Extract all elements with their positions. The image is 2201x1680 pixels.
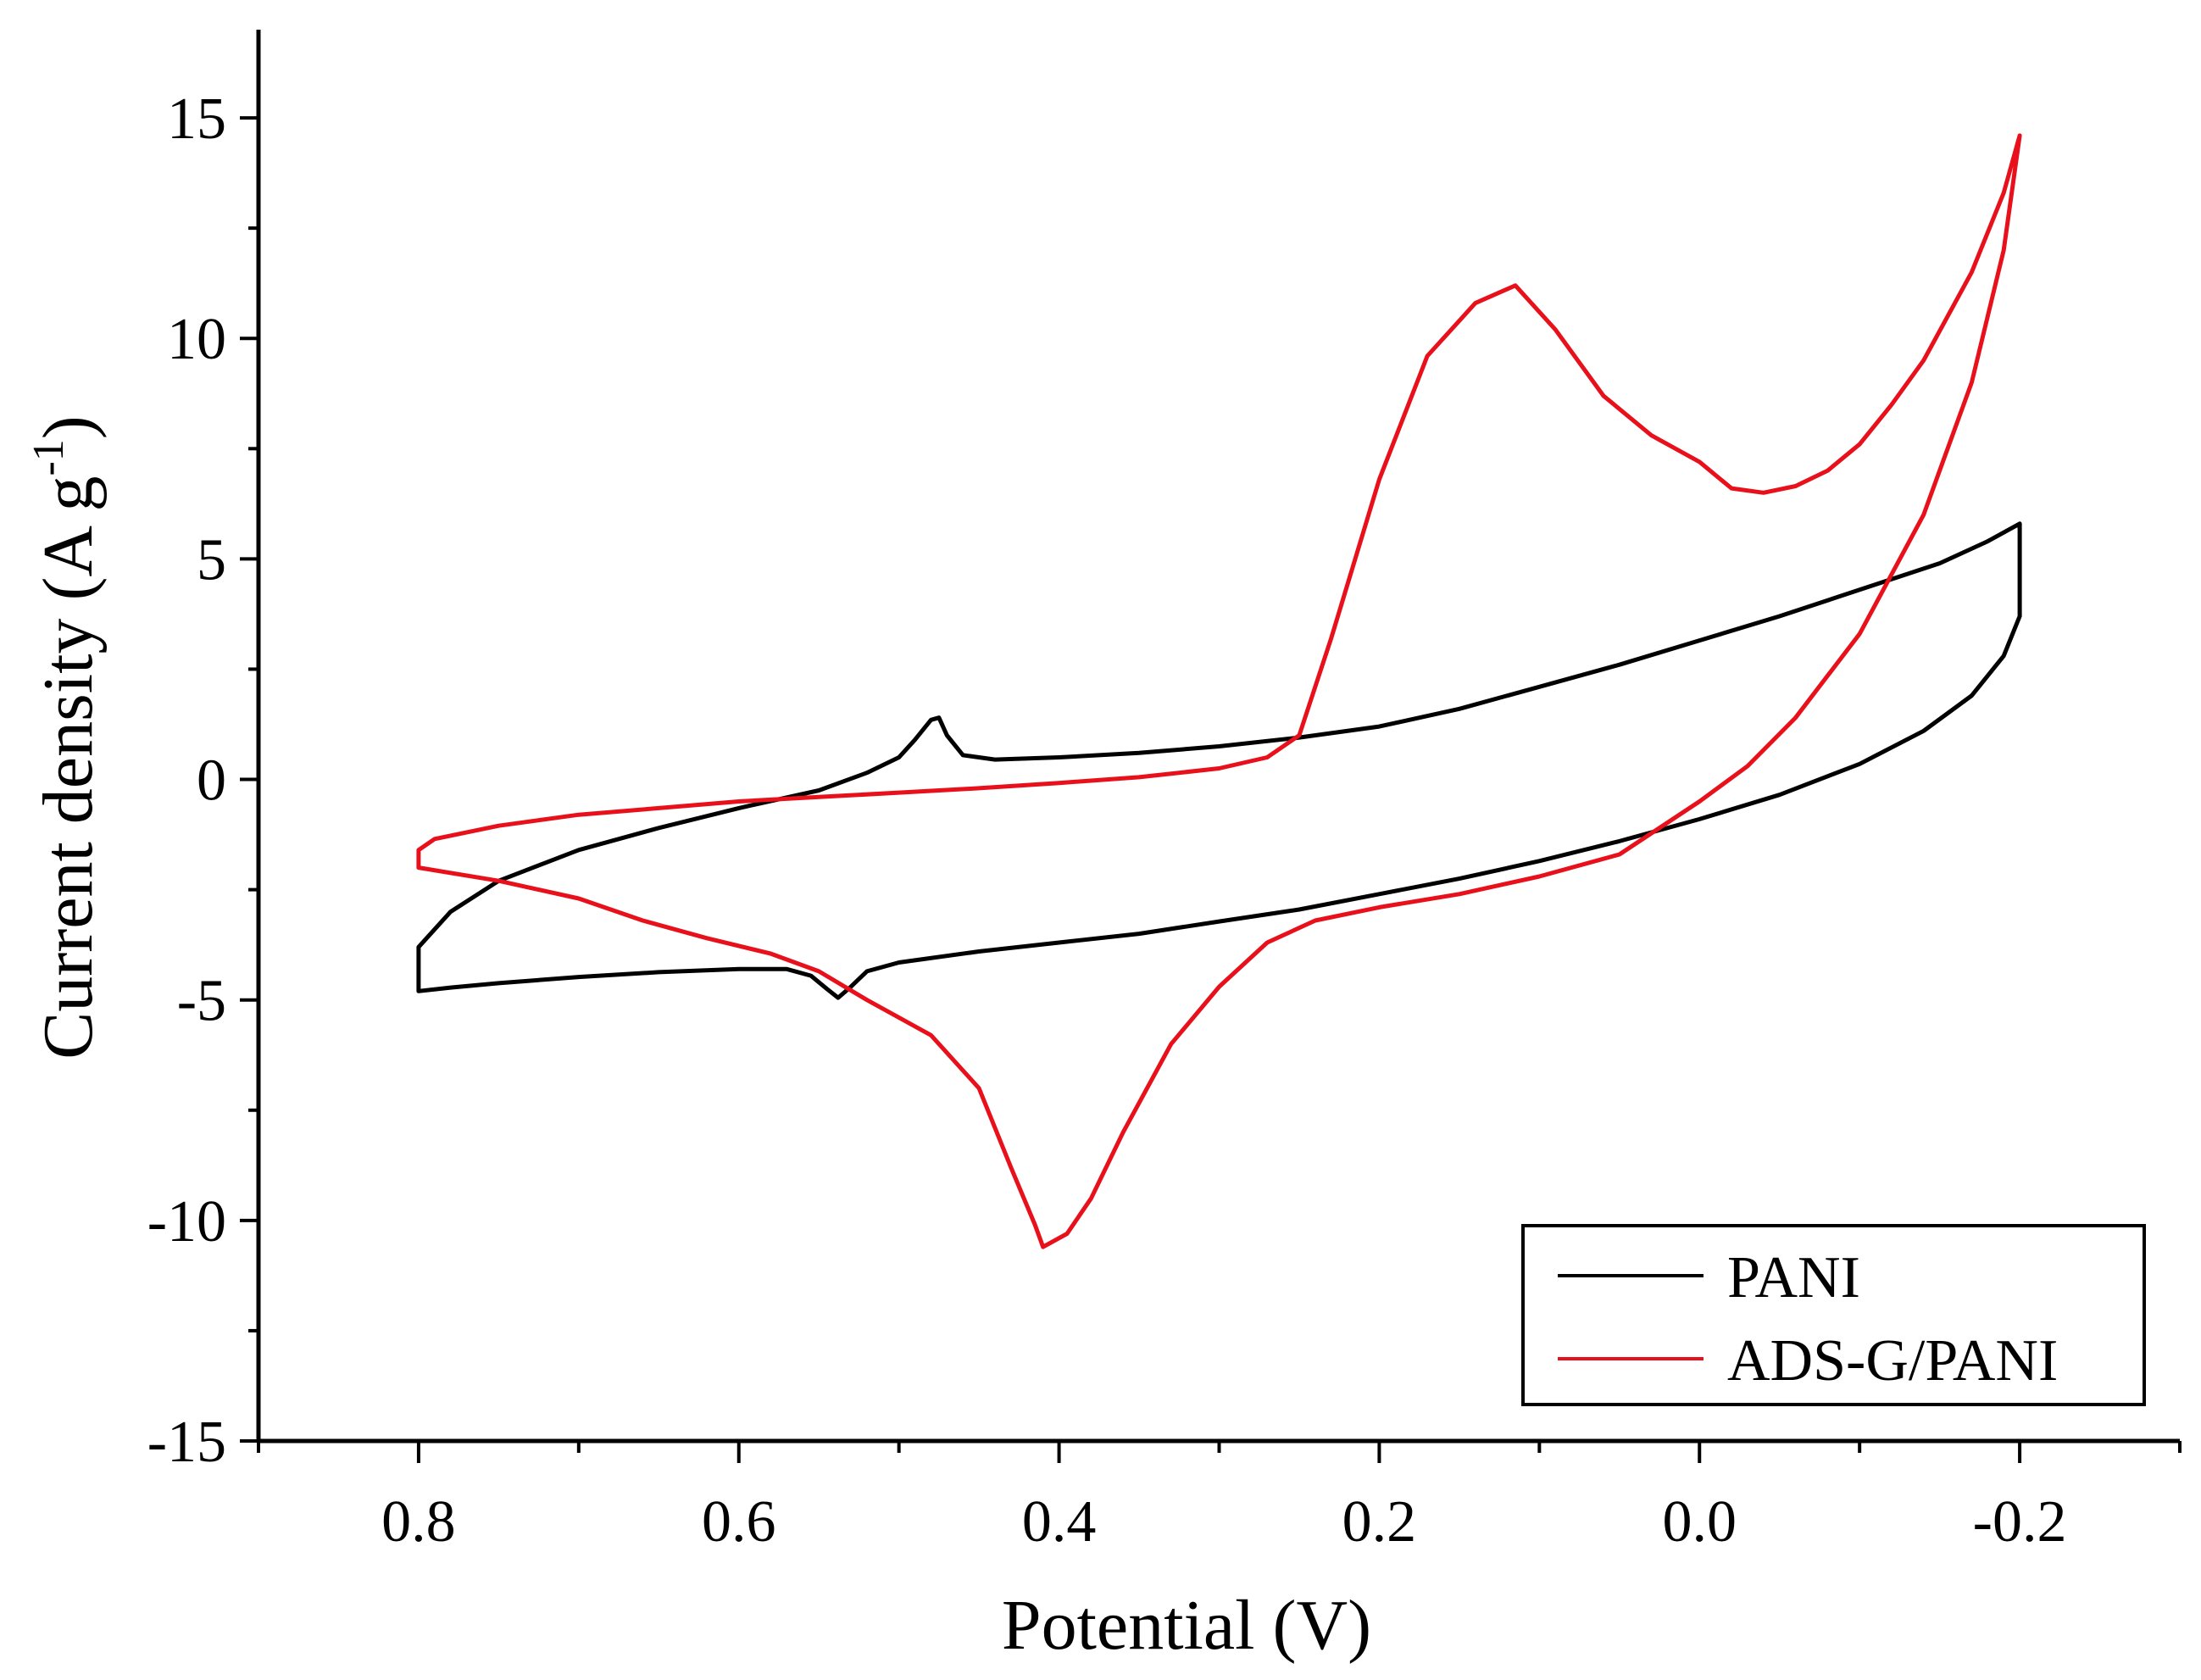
y-axis-title-superscript: -1 [25,439,73,476]
plot-lines [416,133,2022,1249]
legend-box [1521,1224,2146,1406]
x-ticks: 0.8 0.6 0.4 0.2 0.0 -0.2 [257,1441,2182,1555]
x-tick-label: 0.6 [702,1489,776,1555]
x-tick-label: 0.2 [1342,1489,1417,1555]
x-tick-label: 0.8 [381,1489,456,1555]
y-tick-label: -15 [147,1410,226,1475]
y-axis-title-close: ) [29,415,108,439]
y-tick-label: -5 [177,969,226,1034]
y-tick-label: 0 [197,748,226,814]
series-line-ads-g-pani [416,133,2022,1249]
y-axis-title: Current density (A g-1) [25,415,108,1060]
y-axis-title-main: Current density (A g [29,476,108,1060]
y-tick-label: 10 [167,307,226,372]
legend: PANI ADS-G/PANI [1521,1224,2146,1406]
x-tick-label: 0.4 [1022,1489,1097,1555]
y-tick-label: -10 [147,1189,226,1254]
y-tick-label: 5 [197,527,226,592]
x-tick-label: 0.0 [1663,1489,1737,1555]
legend-label-ads-g-pani: ADS-G/PANI [1727,1328,2058,1394]
y-ticks: 15 10 5 0 -5 -10 -15 [147,86,258,1475]
x-axis-title: Potential (V) [1002,1586,1371,1665]
x-tick-label: -0.2 [1973,1489,2067,1555]
y-tick-label: 15 [167,86,226,152]
legend-label-pani: PANI [1727,1245,1860,1310]
